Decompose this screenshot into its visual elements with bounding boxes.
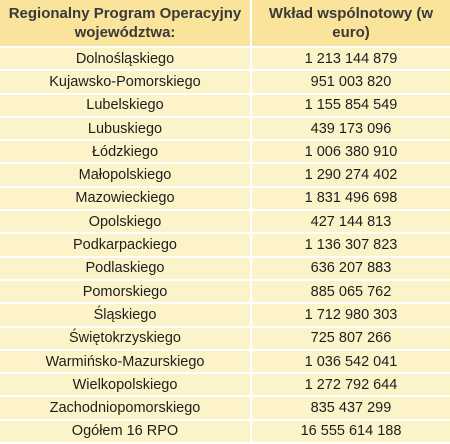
- table-row: Zachodniopomorskiego 835 437 299: [0, 396, 450, 421]
- amount-cell: 885 065 762: [251, 279, 450, 305]
- table-row: Świętokrzyskiego 725 807 266: [0, 326, 450, 351]
- amount-cell: 1 136 307 823: [251, 233, 450, 258]
- table-row: Lubelskiego 1 155 854 549: [0, 93, 450, 118]
- region-cell: Małopolskiego: [0, 163, 252, 188]
- table-row: Podlaskiego 636 207 883: [0, 256, 450, 281]
- region-cell: Pomorskiego: [0, 279, 252, 305]
- amount-cell: 1 272 792 644: [251, 373, 450, 398]
- table-row: Kujawsko-Pomorskiego 951 003 820: [0, 70, 450, 95]
- region-cell: Lubuskiego: [0, 116, 252, 142]
- table-header: Regionalny Program Operacyjny województw…: [0, 0, 450, 48]
- table-row: Lubuskiego 439 173 096: [0, 116, 450, 142]
- region-cell: Warmińsko-Mazurskiego: [0, 349, 252, 375]
- amount-cell: 439 173 096: [251, 116, 450, 142]
- region-cell: Lubelskiego: [0, 93, 252, 118]
- table-row: Mazowieckiego 1 831 496 698: [0, 186, 450, 212]
- region-cell: Mazowieckiego: [0, 186, 252, 212]
- amount-cell: 725 807 266: [251, 326, 450, 351]
- table-row: Śląskiego 1 712 980 303: [0, 303, 450, 328]
- amount-cell: 835 437 299: [251, 396, 450, 421]
- table-row: Podkarpackiego 1 136 307 823: [0, 233, 450, 258]
- amount-cell: 1 006 380 910: [251, 140, 450, 165]
- table-row: Wielkopolskiego 1 272 792 644: [0, 373, 450, 398]
- region-cell: Śląskiego: [0, 303, 252, 328]
- amount-cell: 1 290 274 402: [251, 163, 450, 188]
- header-contribution: Wkład wspólnotowy (w euro): [251, 0, 450, 48]
- amount-cell: 1 712 980 303: [251, 303, 450, 328]
- amount-cell: 636 207 883: [251, 256, 450, 281]
- table-row: Dolnośląskiego 1 213 144 879: [0, 47, 450, 72]
- header-row: Regionalny Program Operacyjny województw…: [0, 0, 450, 48]
- region-cell: Podlaskiego: [0, 256, 252, 281]
- region-cell: Dolnośląskiego: [0, 47, 252, 72]
- region-cell: Zachodniopomorskiego: [0, 396, 252, 421]
- amount-cell: 1 213 144 879: [251, 47, 450, 72]
- amount-cell: 1 831 496 698: [251, 186, 450, 212]
- amount-cell: 1 036 542 041: [251, 349, 450, 375]
- total-label-cell: Ogółem 16 RPO: [0, 419, 252, 444]
- table-row: Łódzkiego 1 006 380 910: [0, 140, 450, 165]
- region-cell: Łódzkiego: [0, 140, 252, 165]
- table-row: Pomorskiego 885 065 762: [0, 279, 450, 305]
- table-row: Warmińsko-Mazurskiego 1 036 542 041: [0, 349, 450, 375]
- table-body: Dolnośląskiego 1 213 144 879 Kujawsko-Pom…: [0, 47, 450, 444]
- region-cell: Świętokrzyskiego: [0, 326, 252, 351]
- header-program: Regionalny Program Operacyjny województw…: [0, 0, 252, 48]
- region-cell: Kujawsko-Pomorskiego: [0, 70, 252, 95]
- amount-cell: 951 003 820: [251, 70, 450, 95]
- total-row: Ogółem 16 RPO 16 555 614 188: [0, 419, 450, 444]
- total-amount-cell: 16 555 614 188: [251, 419, 450, 444]
- region-cell: Wielkopolskiego: [0, 373, 252, 398]
- region-cell: Podkarpackiego: [0, 233, 252, 258]
- table-row: Małopolskiego 1 290 274 402: [0, 163, 450, 188]
- amount-cell: 1 155 854 549: [251, 93, 450, 118]
- amount-cell: 427 144 813: [251, 210, 450, 235]
- region-cell: Opolskiego: [0, 210, 252, 235]
- table-row: Opolskiego 427 144 813: [0, 210, 450, 235]
